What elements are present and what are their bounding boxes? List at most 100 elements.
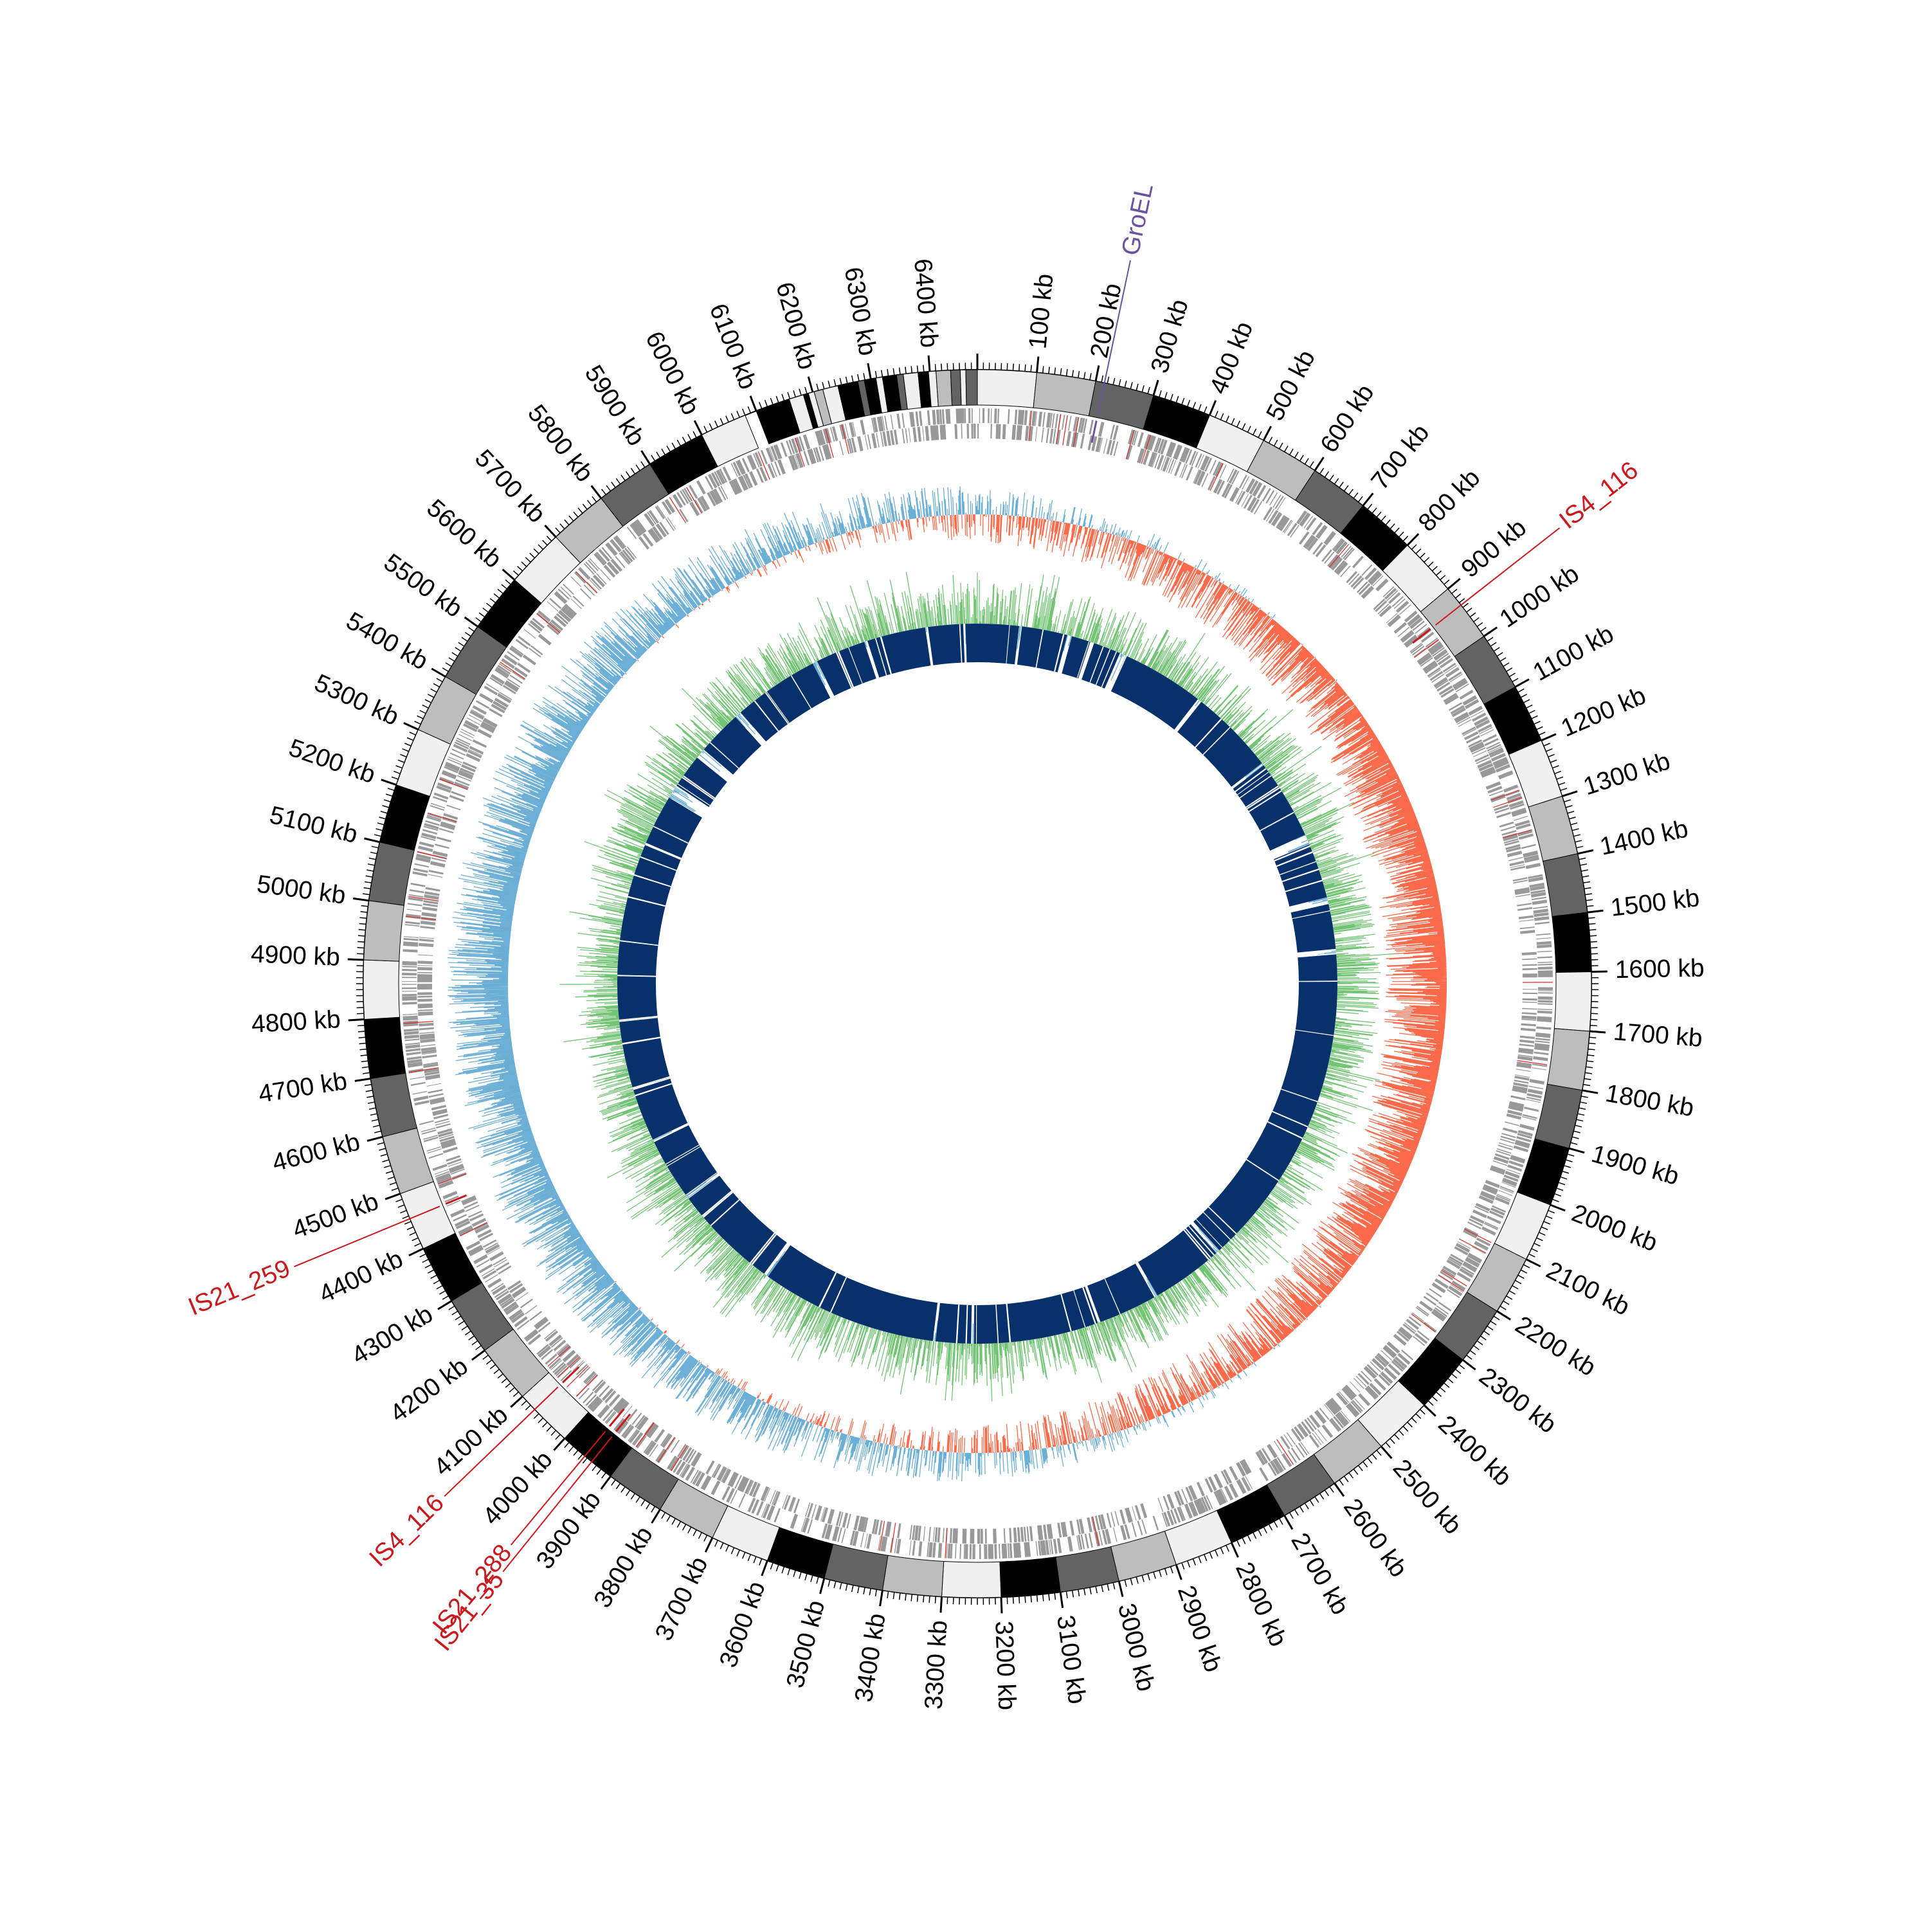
minor-tick [1539,732,1545,736]
minor-tick [1448,1378,1453,1383]
minor-tick [1204,406,1207,413]
minor-tick [852,375,853,383]
minor-tick [1589,924,1596,925]
minor-tick [574,1450,578,1456]
tick-label: 5700 kb [469,444,551,528]
tick-label: 1900 kb [1589,1140,1682,1191]
minor-tick [569,1447,574,1452]
major-tick [385,1194,401,1200]
minor-tick [509,1387,514,1392]
minor-tick [400,754,406,757]
minor-tick [1193,1558,1195,1565]
minor-tick [731,413,734,420]
minor-tick [1372,508,1377,513]
major-tick [1334,1483,1344,1496]
minor-tick [828,381,830,388]
minor-tick [396,766,403,768]
minor-tick [1484,1331,1490,1335]
minor-tick [1500,1306,1506,1310]
minor-tick [1589,1037,1596,1038]
major-tick [438,1301,451,1309]
minor-tick [362,1067,369,1068]
minor-tick [1411,545,1417,550]
minor-tick [641,1500,645,1506]
minor-tick [1165,1568,1167,1575]
minor-tick [788,392,790,399]
minor-tick [392,777,398,779]
major-tick [705,1538,712,1553]
minor-tick [651,455,655,461]
minor-tick [394,772,400,774]
minor-tick [1344,485,1348,491]
minor-tick [367,1096,374,1097]
minor-tick [433,683,440,687]
minor-tick [431,689,437,692]
ideogram-band [966,370,977,405]
ideogram-band [1543,854,1588,917]
minor-tick [1490,642,1496,646]
minor-tick [1480,1336,1486,1340]
minor-tick [1399,532,1404,537]
ideogram-band [364,901,404,961]
major-tick [1060,1592,1062,1608]
minor-tick [1107,1584,1109,1591]
minor-tick [1432,1396,1437,1401]
minor-tick [1467,608,1472,613]
major-tick [348,959,364,960]
minor-tick [410,732,416,736]
minor-tick [1536,727,1543,730]
minor-tick [1330,475,1334,481]
minor-tick [748,406,750,413]
minor-tick [1588,1049,1595,1050]
major-tick [1315,457,1324,471]
ideogram-band [383,1128,433,1194]
tick-label: 3600 kb [714,1578,771,1671]
minor-tick [1148,387,1150,394]
major-tick [1591,971,1608,972]
minor-tick [370,853,377,854]
minor-tick [1193,402,1195,409]
minor-tick [1025,365,1026,372]
tick-label: 5300 kb [311,669,403,731]
minor-tick [565,1442,569,1447]
major-tick [1577,851,1593,854]
major-tick [880,1591,883,1607]
minor-tick [363,1072,370,1074]
minor-tick [1591,1013,1598,1014]
major-tick [353,898,369,900]
minor-tick [1590,942,1597,943]
minor-tick [1518,689,1525,692]
minor-tick [1432,566,1437,571]
minor-tick [1586,899,1593,901]
minor-tick [1420,1409,1425,1414]
major-tick [820,1578,824,1594]
ideogram-band [824,1544,888,1591]
major-tick [642,451,650,464]
minor-tick [1159,390,1161,397]
minor-tick [1477,1341,1483,1344]
major-tick [928,356,930,372]
minor-tick [1090,1587,1091,1594]
major-tick [1381,1447,1392,1459]
minor-tick [1569,817,1576,819]
minor-tick [941,364,942,371]
tick-label: 2600 kb [1338,1494,1413,1582]
minor-tick [822,383,824,390]
ideogram-band [882,1555,943,1596]
minor-tick [693,1530,696,1536]
minor-tick [1060,368,1062,375]
minor-tick [1588,1055,1595,1056]
ideogram-band [977,370,1037,408]
tick-label: 4600 kb [269,1128,363,1177]
minor-tick [390,1182,396,1185]
minor-tick [366,1090,373,1092]
minor-tick [1459,1364,1465,1369]
minor-tick [1532,716,1538,719]
minor-tick [1583,1085,1590,1086]
minor-tick [369,1108,376,1109]
tick-label: 1500 kb [1609,884,1701,922]
minor-tick [621,475,625,481]
minor-tick [683,437,686,444]
major-tick [554,1438,565,1450]
minor-tick [1294,1510,1298,1516]
